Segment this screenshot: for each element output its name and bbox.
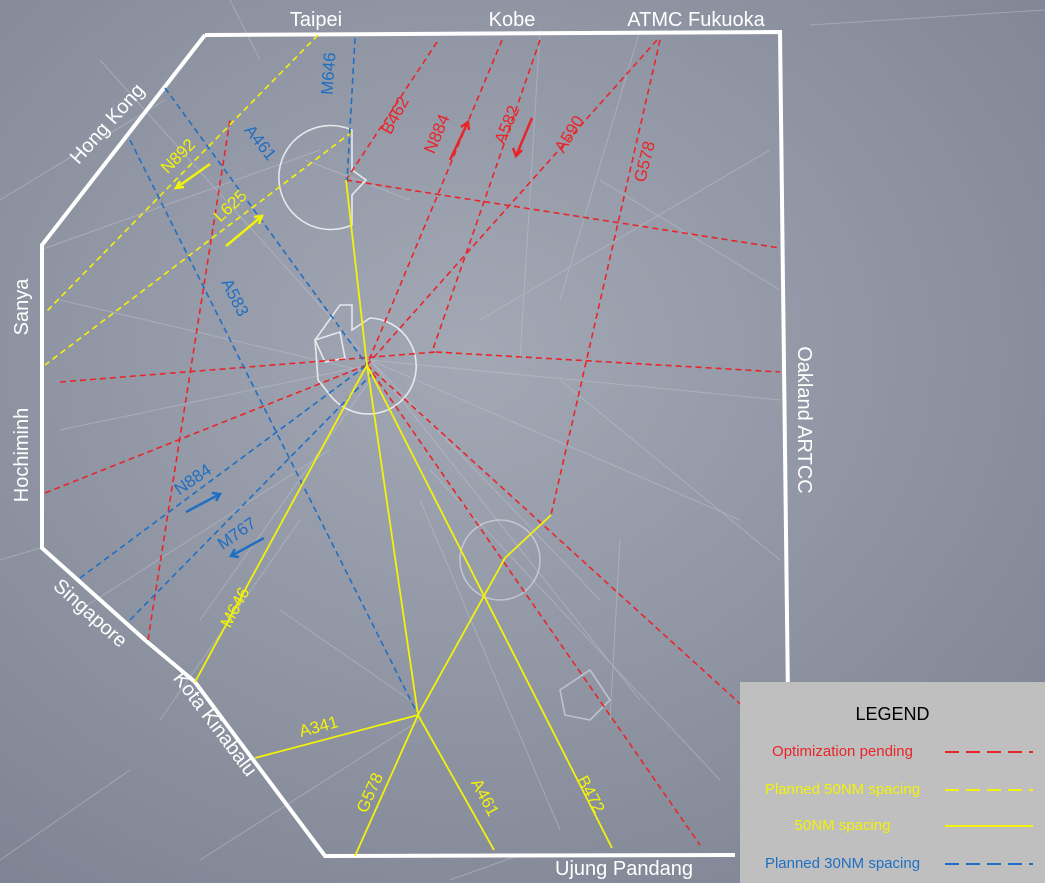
route-red-a590-line <box>366 39 658 366</box>
red-routes <box>44 39 781 846</box>
route-blue-m767-line <box>129 371 375 621</box>
route-red-g578-line <box>550 39 661 516</box>
legend-item-label: 50NM spacing <box>794 817 891 834</box>
fir-label-taipei: Taipei <box>290 9 342 31</box>
legend-item-planned-50nm: Planned 50NM spacing <box>740 778 1045 802</box>
direction-arrows <box>173 117 534 559</box>
route-blue-a583-line <box>129 139 419 716</box>
fir-label-oakland-artcc: Oakland ARTCC <box>793 346 815 493</box>
fir-label-kobe: Kobe <box>489 9 536 31</box>
n892-southwest-arrow-icon <box>173 162 211 190</box>
route-yellow-a341-line <box>254 714 419 759</box>
m767-southwest-arrow-icon <box>228 536 265 559</box>
route-red-n884-line <box>366 39 503 366</box>
sector-outline-south <box>459 519 541 601</box>
route-red-east-line <box>345 179 781 249</box>
route-blue-a461-line <box>164 87 368 366</box>
route-blue-m646-line <box>346 37 356 183</box>
route-red-b462-line <box>345 41 438 181</box>
fir-label-sanya: Sanya <box>11 278 33 336</box>
fir-boundary <box>40 29 790 859</box>
route-red-hochiminh-line <box>44 364 368 494</box>
legend-item-label: Planned 50NM spacing <box>764 781 921 798</box>
sector-outlines <box>278 124 612 721</box>
yellow-solid-routes <box>194 179 613 857</box>
legend-blue-dashed-swatch <box>945 863 1033 865</box>
legend-item-label: Optimization pending <box>772 743 913 760</box>
l625-northeast-arrow-icon <box>225 214 264 247</box>
route-red-west-line <box>59 351 437 383</box>
route-yellow-north-line <box>345 179 368 366</box>
legend-item-planned-30nm: Planned 30NM spacing <box>740 852 1045 876</box>
route-red-southeast-line <box>366 364 781 741</box>
route-yellow-a461-line <box>417 714 495 851</box>
legend-item-label: Planned 30NM spacing <box>764 855 921 872</box>
route-yellow-trunk-line <box>366 364 419 716</box>
sector-outline-central <box>314 304 418 415</box>
map-legend: LEGEND Optimization pending Planned 50NM… <box>740 682 1045 883</box>
fir-label-atmc-fukuoka: ATMC Fukuoka <box>627 9 765 31</box>
sector-outline-north <box>278 124 368 231</box>
sector-outline-southeast <box>559 668 612 721</box>
blue-routes <box>79 37 419 716</box>
route-yellow-m646-line <box>194 364 368 683</box>
route-yellow-b472-line <box>366 364 613 849</box>
legend-item-optimization-pending: Optimization pending <box>740 740 1045 764</box>
route-yellow-l625-line <box>44 131 353 366</box>
route-label-blue-m646: M646 <box>318 52 340 96</box>
route-red-south-line <box>366 364 701 846</box>
route-yellow-n892-line <box>44 34 319 314</box>
n884-northeast-arrow-icon <box>185 491 223 514</box>
legend-yellow-dashed-swatch <box>945 789 1033 791</box>
route-red-a582-line <box>431 39 541 353</box>
n884-north-arrow-icon <box>448 119 471 161</box>
a582-south-arrow-icon <box>511 117 534 159</box>
route-yellow-east-line <box>417 514 552 716</box>
route-red-singapore-line <box>147 119 231 641</box>
sector-outline-central-inner <box>313 330 346 363</box>
fir-label-hochiminh: Hochiminh <box>11 408 33 502</box>
yellow-dashed-routes <box>44 34 353 366</box>
legend-yellow-solid-swatch <box>945 825 1033 827</box>
route-yellow-g578-line <box>354 714 419 857</box>
route-red-oakland-line <box>435 351 781 373</box>
legend-item-50nm: 50NM spacing <box>740 814 1045 838</box>
legend-title: LEGEND <box>855 704 930 724</box>
fir-label-ujung-pandang: Ujung Pandang <box>555 858 693 880</box>
legend-red-dashed-swatch <box>945 751 1033 753</box>
